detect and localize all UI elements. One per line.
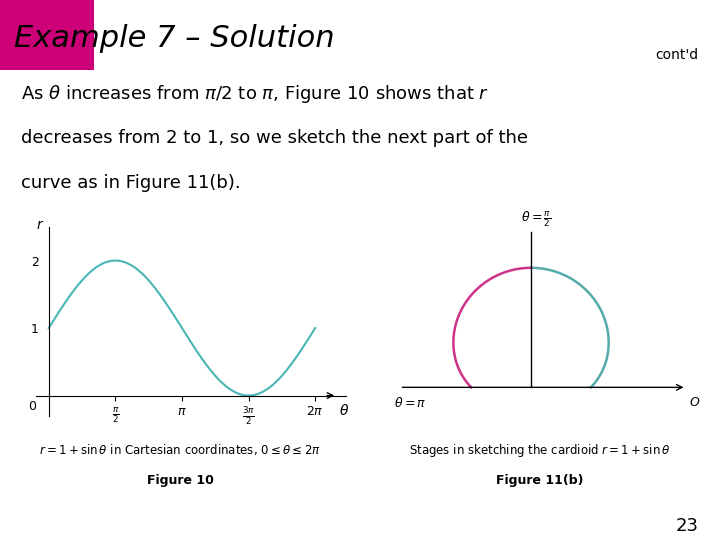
Text: $r$: $r$ bbox=[36, 218, 45, 232]
Text: cont'd: cont'd bbox=[655, 48, 698, 62]
Text: 23: 23 bbox=[675, 517, 698, 535]
Text: $\theta$: $\theta$ bbox=[339, 403, 349, 418]
Text: Stages in sketching the cardioid $r = 1 + \sin\theta$: Stages in sketching the cardioid $r = 1 … bbox=[409, 442, 671, 459]
Text: $\theta=\pi$: $\theta=\pi$ bbox=[394, 396, 426, 410]
Text: Example 7 – Solution: Example 7 – Solution bbox=[14, 24, 335, 53]
Text: curve as in Figure 11(b).: curve as in Figure 11(b). bbox=[21, 174, 240, 192]
Text: As $\theta$ increases from $\pi/2$ to $\pi$, Figure 10 shows that $r$: As $\theta$ increases from $\pi/2$ to $\… bbox=[21, 83, 490, 105]
Text: Figure 11(b): Figure 11(b) bbox=[496, 474, 584, 487]
Text: Figure 10: Figure 10 bbox=[147, 474, 213, 487]
Text: $O$: $O$ bbox=[690, 396, 701, 409]
Bar bbox=[0, 0, 94, 70]
Text: 0: 0 bbox=[29, 400, 37, 414]
Text: $\theta=\frac{\pi}{2}$: $\theta=\frac{\pi}{2}$ bbox=[521, 210, 551, 229]
Text: $r = 1 + \sin\theta$ in Cartesian coordinates, $0\leq\theta\leq 2\pi$: $r = 1 + \sin\theta$ in Cartesian coordi… bbox=[39, 442, 321, 457]
Text: decreases from 2 to 1, so we sketch the next part of the: decreases from 2 to 1, so we sketch the … bbox=[21, 129, 528, 147]
